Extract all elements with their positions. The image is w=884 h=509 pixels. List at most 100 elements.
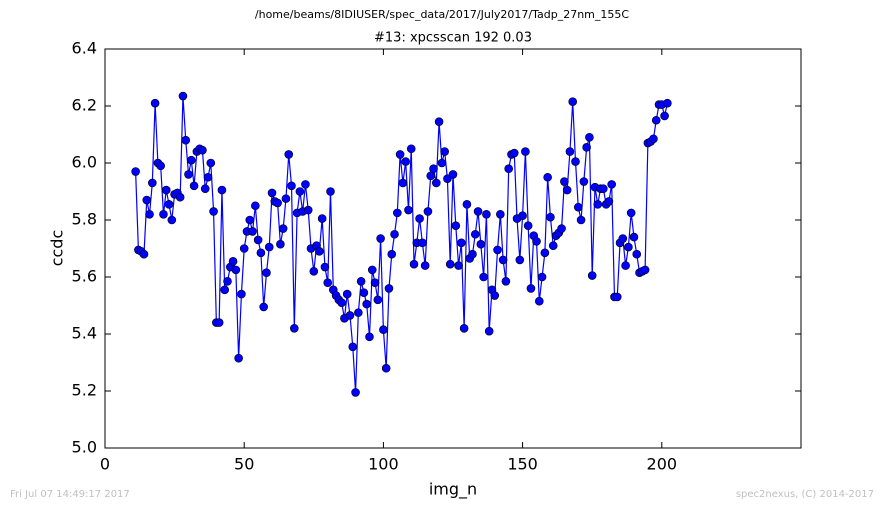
data-point <box>437 158 447 168</box>
data-point <box>239 244 249 253</box>
data-point <box>262 268 271 278</box>
data-point <box>571 157 580 166</box>
data-point <box>587 271 597 280</box>
data-point <box>585 133 594 142</box>
y-tick-label: 6.4 <box>72 39 97 58</box>
data-point <box>251 201 260 211</box>
data-point <box>401 157 410 166</box>
data-point <box>593 200 603 209</box>
x-axis-label: img_n <box>429 480 477 500</box>
data-point <box>618 234 628 243</box>
data-point <box>604 197 614 206</box>
data-point <box>220 285 230 295</box>
data-point <box>148 178 157 188</box>
data-point <box>473 207 483 216</box>
suptitle: /home/beams/8IDIUSER/spec_data/2017/July… <box>255 8 630 21</box>
data-point <box>189 181 199 191</box>
data-point <box>468 249 477 259</box>
data-point <box>142 195 152 205</box>
data-point <box>576 215 586 225</box>
data-point <box>320 262 330 272</box>
data-point <box>418 238 427 248</box>
data-point <box>365 332 374 342</box>
x-tick-label: 100 <box>368 455 399 474</box>
x-tick-label: 50 <box>234 455 254 474</box>
data-point <box>404 205 413 215</box>
data-point <box>624 242 633 252</box>
data-point <box>326 187 335 196</box>
data-point <box>356 276 366 286</box>
data-point <box>451 221 461 230</box>
y-axis-label: ccdc <box>48 230 67 267</box>
data-point <box>565 147 575 156</box>
data-point <box>145 210 154 219</box>
data-point <box>640 265 650 275</box>
plot-frame <box>104 48 802 449</box>
data-point <box>515 255 525 265</box>
data-point <box>479 272 488 282</box>
data-point <box>342 289 352 299</box>
data-point <box>317 214 327 223</box>
data-point <box>445 259 455 269</box>
data-point <box>420 261 430 270</box>
data-point <box>493 245 502 255</box>
data-point <box>231 265 241 275</box>
data-point <box>159 210 168 219</box>
data-point <box>454 261 463 270</box>
data-point <box>518 211 527 221</box>
data-point <box>223 276 232 286</box>
data-point <box>440 147 449 156</box>
data-point <box>543 172 552 182</box>
y-tick-label: 6.2 <box>72 96 97 115</box>
data-point <box>612 292 622 302</box>
data-point <box>398 178 408 188</box>
data-point <box>457 238 466 248</box>
data-point <box>198 145 207 155</box>
data-point <box>535 296 544 306</box>
data-point <box>337 298 346 307</box>
data-point <box>203 172 213 182</box>
data-point <box>259 302 268 312</box>
data-point <box>348 342 358 352</box>
data-point <box>264 242 274 252</box>
data-point <box>281 194 291 203</box>
data-point <box>345 311 355 320</box>
data-point <box>175 192 185 202</box>
data-point <box>607 180 616 189</box>
data-point <box>632 249 642 259</box>
data-point <box>362 299 371 309</box>
data-point <box>379 325 388 335</box>
data-point <box>290 323 299 333</box>
data-point <box>532 237 541 246</box>
data-point <box>295 187 305 196</box>
data-point <box>599 184 608 193</box>
data-point <box>245 215 255 225</box>
data-point <box>490 291 500 300</box>
data-point <box>426 171 436 181</box>
data-point <box>184 170 193 179</box>
data-point <box>370 278 380 288</box>
data-point <box>228 257 238 266</box>
data-point <box>415 214 424 223</box>
data-point <box>150 98 160 108</box>
data-point <box>267 188 277 198</box>
data-point <box>663 98 672 108</box>
y-tick-label: 5.8 <box>72 210 97 229</box>
x-tick-label: 0 <box>100 455 110 474</box>
data-point <box>582 143 591 152</box>
data-point <box>303 205 313 215</box>
data-point <box>470 229 480 239</box>
data-point <box>651 115 661 125</box>
y-tick-label: 5.0 <box>72 438 97 457</box>
data-point <box>501 276 511 286</box>
data-point <box>484 326 494 336</box>
data-point <box>476 239 486 249</box>
data-point <box>381 363 391 373</box>
data-point <box>315 247 324 256</box>
y-tick-label: 6.0 <box>72 153 97 172</box>
data-point <box>660 111 669 121</box>
data-point <box>390 229 399 239</box>
data-point <box>373 295 383 305</box>
data-point <box>526 284 536 293</box>
data-point <box>504 164 513 173</box>
